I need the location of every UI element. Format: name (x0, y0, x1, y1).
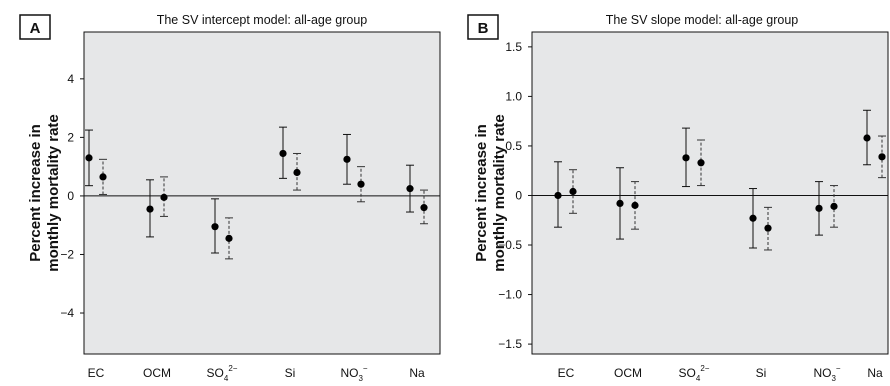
y-axis-label-line2: monthly mortality rate (491, 114, 508, 272)
estimate-point (85, 154, 93, 162)
panel-a: 420−2−4A The SV intercept model: all-age … (19, 13, 441, 383)
estimate-point (682, 154, 690, 162)
y-tick-label: 4 (67, 72, 74, 86)
estimate-point (616, 199, 624, 208)
x-tick-label: OCM (143, 366, 171, 380)
y-tick-label: −0.5 (498, 238, 522, 252)
x-tick-label-sub: 4 (224, 374, 229, 383)
y-tick-label: 0.5 (505, 139, 522, 153)
x-tick-label: NO3− (813, 364, 840, 383)
x-tick-label-base: NO (813, 366, 831, 380)
chart-title: The SV intercept model: all-age group (157, 13, 368, 27)
estimate-point (343, 155, 351, 163)
x-tick-label-sup: 2− (700, 364, 709, 373)
x-tick-label-base: OCM (614, 366, 642, 380)
plot-area (84, 32, 440, 354)
estimate-point (830, 202, 838, 210)
estimate-point (160, 193, 168, 201)
estimate-point (293, 168, 301, 177)
x-tick-label-sup: 2− (228, 364, 237, 373)
estimate-point (749, 214, 757, 222)
panel-letter-box (19, 14, 51, 40)
x-tick-label-base: SO (207, 366, 224, 380)
y-tick-label: −4 (60, 306, 74, 320)
x-tick-label: SO42− (679, 364, 710, 383)
x-tick-label-base: Na (867, 366, 883, 380)
plot-frame (83, 31, 441, 355)
panel-letter: B (478, 20, 489, 37)
y-tick-label: 2 (67, 130, 74, 144)
estimate-point (420, 204, 428, 212)
x-tick-label-sup: − (836, 364, 841, 373)
estimate-point (815, 204, 823, 212)
x-tick-label-sub: 4 (696, 374, 701, 383)
x-tick-label: SO42− (207, 364, 238, 383)
x-tick-label: Na (867, 366, 883, 380)
plot-frame (531, 31, 889, 355)
estimate-point (697, 159, 705, 167)
estimate-point (569, 187, 577, 196)
x-tick-label: OCM (614, 366, 642, 380)
x-tick-label: Na (409, 366, 425, 380)
x-tick-label-sub: 3 (358, 374, 363, 383)
x-tick-label-base: Si (285, 366, 296, 380)
panel-letter-box (467, 14, 499, 40)
x-tick-label-sub: 3 (831, 374, 836, 383)
y-tick-label: −1.5 (498, 337, 522, 351)
x-tick-label: NO3− (340, 364, 367, 383)
y-axis-label-line2: monthly mortality rate (45, 114, 62, 272)
y-tick-label: −2 (60, 247, 74, 261)
estimate-point (631, 201, 639, 209)
estimate-point (99, 173, 107, 181)
estimate-point (357, 180, 365, 188)
y-tick-label: 1.0 (505, 89, 522, 103)
x-tick-label: Si (756, 366, 767, 380)
y-tick-label: −1.0 (498, 288, 522, 302)
x-tick-label: EC (88, 366, 105, 380)
x-tick-label: Si (285, 366, 296, 380)
x-tick-label: EC (558, 366, 575, 380)
estimate-point (878, 153, 886, 161)
estimate-point (554, 191, 562, 200)
estimate-point (211, 223, 219, 231)
y-tick-label: 0 (515, 188, 522, 202)
x-tick-label-base: Na (409, 366, 425, 380)
x-tick-label-base: NO (340, 366, 358, 380)
x-tick-label-sup: − (363, 364, 368, 373)
chart-title: The SV slope model: all-age group (606, 13, 799, 27)
y-axis-label-line1: Percent increase in (27, 124, 44, 262)
estimate-point (225, 234, 233, 242)
y-tick-label: 1.5 (505, 40, 522, 54)
estimate-point (406, 185, 414, 193)
plot-area (532, 32, 888, 354)
estimate-point (279, 149, 287, 158)
x-tick-label-base: SO (679, 366, 696, 380)
estimate-point (146, 205, 154, 213)
x-tick-label-base: OCM (143, 366, 171, 380)
panel-b: 1.5 1.0 0.5 0 −0.5 −1.0 −1.5 B The SV slope mode… (467, 13, 889, 383)
x-tick-label-base: EC (88, 366, 105, 380)
y-axis-label-line1: Percent increase in (473, 124, 490, 262)
estimate-point (863, 134, 871, 142)
x-tick-label-base: EC (558, 366, 575, 380)
x-tick-label-base: Si (756, 366, 767, 380)
estimate-point (764, 224, 772, 232)
y-tick-label: 0 (67, 189, 74, 203)
panel-letter: A (30, 20, 41, 37)
